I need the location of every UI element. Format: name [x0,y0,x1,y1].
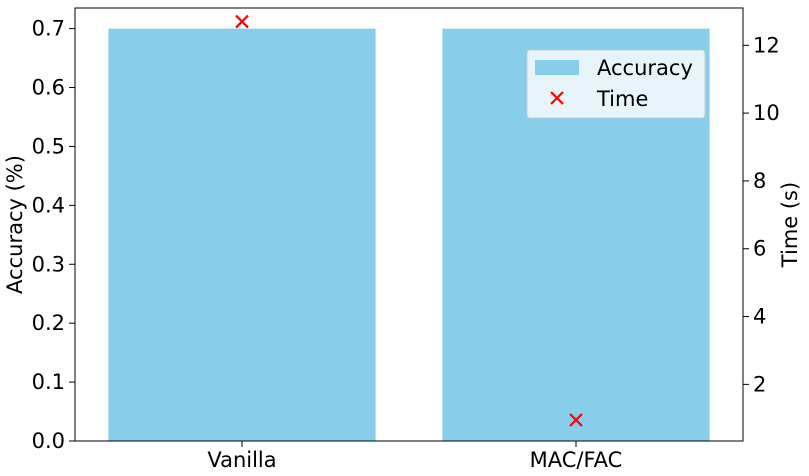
left-tick-label: 0.5 [32,134,65,158]
legend-label-accuracy: Accuracy [597,56,693,80]
legend-label-time: Time [596,87,648,111]
left-tick-label: 0.6 [32,76,65,100]
marker-group [235,14,583,427]
time-marker-vanilla [235,14,249,29]
time-marker-mac-fac [569,413,583,427]
left-axis: 0.0 0.1 0.2 0.3 0.4 0.5 0.6 0.7 [32,17,75,453]
bar-vanilla [108,28,376,441]
y-axis-label-right: Time (s) [778,182,802,268]
left-tick-label: 0.3 [32,252,65,276]
right-tick-label: 2 [753,372,766,396]
plot-frame [74,7,744,442]
y-axis-label-left: Accuracy (%) [3,155,27,294]
x-tick-label: Vanilla [207,448,276,472]
right-tick-label: 6 [753,237,766,261]
left-tick-label: 0.0 [32,429,65,453]
legend-swatch-accuracy [535,60,579,75]
left-tick-label: 0.7 [32,17,65,41]
x-tick-label: MAC/FAC [530,448,623,472]
legend-marker-time [550,91,564,105]
x-axis: Vanilla MAC/FAC [207,441,622,472]
legend: Accuracy Time [526,49,706,119]
left-tick-label: 0.2 [32,311,65,335]
right-tick-label: 10 [753,101,780,125]
right-axis: 2 4 6 8 10 12 [743,33,780,396]
right-tick-label: 8 [753,169,766,193]
legend-x-icon [550,91,564,105]
left-tick-label: 0.1 [32,370,65,394]
left-tick-label: 0.4 [32,193,65,217]
right-tick-label: 12 [753,33,780,57]
right-tick-label: 4 [753,305,766,329]
